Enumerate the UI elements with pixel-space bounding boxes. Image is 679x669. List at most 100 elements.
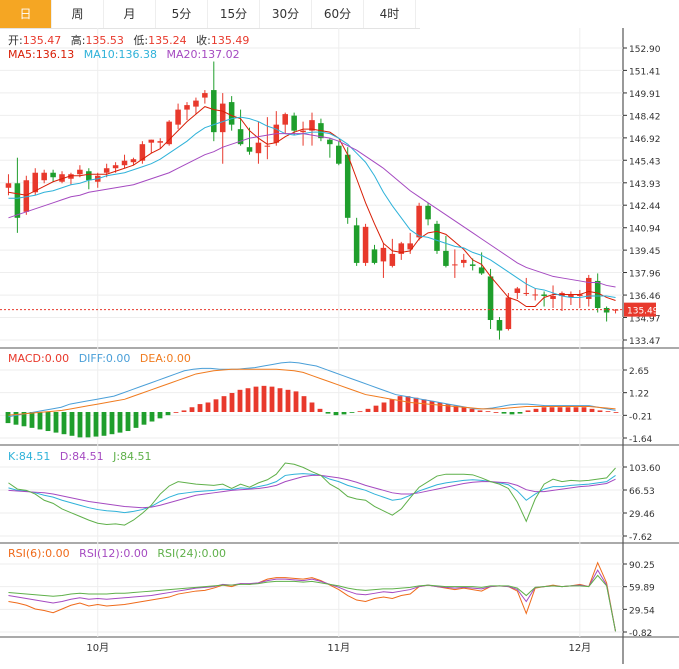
candle-body: [532, 294, 538, 296]
rsi-2-line: [8, 574, 617, 632]
tab-month[interactable]: 月: [104, 0, 156, 28]
macd-bar: [69, 412, 75, 436]
price-tick-label: 152.90: [629, 45, 661, 55]
macd-bar: [181, 410, 187, 413]
macd-bar: [205, 402, 211, 413]
macd-bar: [365, 408, 371, 413]
candle-body: [68, 174, 74, 179]
candle-body: [219, 103, 226, 133]
candle-body: [568, 294, 574, 298]
candle-body: [193, 100, 199, 107]
macd-tick-label: 2.65: [629, 367, 649, 377]
candle-body: [94, 175, 101, 182]
period-tabs: 日 周 月 5分 15分 30分 60分 4时: [0, 0, 420, 29]
macd-bar: [325, 412, 331, 414]
rsi-1-line: [8, 569, 617, 632]
tab-4hour[interactable]: 4时: [364, 0, 416, 28]
macd-bar: [197, 404, 203, 413]
candle-body: [166, 121, 172, 145]
candle-body: [157, 141, 163, 143]
candle-body: [318, 123, 324, 139]
tab-day[interactable]: 日: [0, 0, 52, 28]
macd-bar: [109, 412, 115, 435]
candle-body: [86, 171, 92, 181]
macd-tick-label: -0.21: [629, 412, 652, 422]
macd-bar: [381, 402, 387, 413]
macd-bar: [493, 412, 499, 413]
macd-bar: [525, 410, 531, 413]
candle-body: [514, 288, 521, 293]
macd-bar: [437, 402, 443, 413]
tab-5min[interactable]: 5分: [156, 0, 208, 28]
price-tick-label: 148.42: [629, 112, 661, 122]
price-tick-label: 136.46: [629, 292, 661, 302]
last-price-badge: [624, 302, 656, 317]
candle-body: [41, 172, 47, 181]
candle-body: [103, 168, 110, 173]
macd-bar: [269, 386, 275, 413]
candle-body: [461, 259, 467, 263]
kdj-tick-label: -7.62: [629, 533, 652, 543]
candle-body: [469, 264, 476, 266]
candle-body: [121, 160, 128, 166]
macd-bar: [333, 412, 339, 416]
kdj-tick-label: 29.46: [629, 510, 655, 520]
candle-body: [371, 249, 378, 263]
macd-bar: [29, 412, 35, 428]
candle-body: [282, 114, 288, 125]
macd-bar: [85, 412, 91, 438]
price-tick-label: 145.43: [629, 157, 661, 167]
macd-bar: [517, 412, 523, 414]
candle-body: [77, 169, 83, 175]
macd-bar: [613, 412, 619, 413]
macd-bar: [309, 402, 315, 413]
rsi-tick-label: -0.82: [629, 629, 652, 639]
macd-bar: [477, 410, 483, 413]
macd-bar: [157, 412, 163, 419]
ohlc-readout: 开:135.47 高:135.53 低:135.24 收:135.49: [8, 33, 249, 47]
ma10-line: [8, 116, 616, 298]
candle-body: [389, 253, 396, 266]
candle-body: [300, 130, 306, 133]
macd-bar: [373, 405, 379, 413]
macd-bar: [101, 412, 107, 436]
candle-body: [32, 172, 39, 193]
tab-15min[interactable]: 15分: [208, 0, 260, 28]
candle-body: [434, 223, 440, 251]
candle-body: [246, 147, 253, 152]
macd-bar: [565, 407, 571, 413]
macd-bar: [77, 412, 83, 438]
month-tick-label: 11月: [327, 642, 350, 654]
candle-body: [559, 292, 565, 296]
candle-body: [130, 159, 137, 163]
macd-bar: [285, 389, 291, 413]
candle-body: [523, 292, 530, 294]
candle-body: [603, 307, 610, 313]
macd-bar: [405, 396, 411, 413]
tab-30min[interactable]: 30分: [260, 0, 312, 28]
price-tick-label: 143.93: [629, 180, 661, 190]
macd-bar: [413, 397, 419, 413]
kdj-readout: K:84.51 D:84.51 J:84.51: [8, 450, 152, 463]
price-tick-label: 133.47: [629, 337, 661, 347]
candle-body: [327, 139, 333, 145]
candle-body: [443, 250, 449, 266]
candle-body: [50, 172, 56, 178]
macd-bar: [485, 411, 491, 413]
macd-bar: [237, 389, 243, 413]
macd-bar: [5, 412, 11, 424]
ma20-line: [8, 133, 616, 288]
candle-body: [496, 320, 503, 331]
macd-bar: [53, 412, 59, 433]
tab-week[interactable]: 周: [52, 0, 104, 28]
candle-body: [112, 165, 119, 169]
candle-body: [416, 205, 422, 238]
tab-60min[interactable]: 60分: [312, 0, 364, 28]
macd-bar: [61, 412, 67, 435]
month-tick-label: 12月: [568, 642, 591, 654]
macd-bar: [221, 396, 227, 413]
macd-bar: [141, 412, 147, 425]
macd-bar: [261, 385, 267, 413]
candle-body: [255, 142, 262, 154]
macd-bar: [341, 412, 347, 415]
